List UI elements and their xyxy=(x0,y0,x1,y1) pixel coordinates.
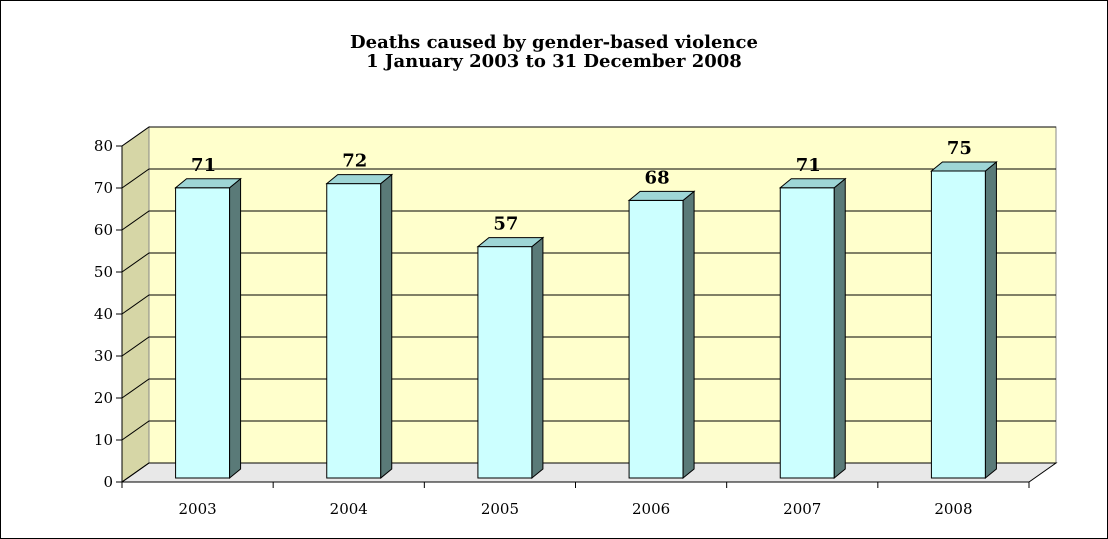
x-tick-label: 2003 xyxy=(178,500,216,518)
bar-front xyxy=(779,187,835,479)
bar-top xyxy=(325,174,394,185)
bar-top xyxy=(627,190,696,201)
chart-title-line2: 1 January 2003 to 31 December 2008 xyxy=(366,51,742,72)
x-tick-label: 2004 xyxy=(330,500,368,518)
bar xyxy=(627,190,696,480)
x-tick-label: 2008 xyxy=(934,500,972,518)
y-tick-label: 20 xyxy=(94,389,113,407)
bar xyxy=(174,177,242,480)
chart-title: Deaths caused by gender-based violence 1… xyxy=(0,33,1108,71)
data-label: 68 xyxy=(645,167,670,188)
bar-front xyxy=(326,183,382,479)
gridline xyxy=(121,378,1056,399)
bar-front xyxy=(477,246,533,479)
data-label: 57 xyxy=(493,214,518,235)
gridlines xyxy=(121,126,1056,483)
bar-top xyxy=(476,237,545,248)
bar-side xyxy=(682,190,695,480)
bar-top xyxy=(930,161,998,172)
gridline xyxy=(121,294,1056,315)
y-tick-label: 50 xyxy=(94,263,113,281)
bar-side xyxy=(984,160,997,480)
bar-front xyxy=(930,170,986,479)
chart-walls xyxy=(120,126,1058,483)
data-labels: 71 72 57 68 71 75 xyxy=(191,138,972,235)
bar-top xyxy=(778,178,847,189)
bar-front xyxy=(175,187,231,479)
bar-side xyxy=(531,236,544,480)
bar xyxy=(325,173,394,480)
data-label: 75 xyxy=(947,138,972,159)
chart-title-line1: Deaths caused by gender-based violence xyxy=(350,32,758,53)
gridline xyxy=(121,420,1056,441)
x-tick-label: 2006 xyxy=(632,500,670,518)
x-tick-label: 2007 xyxy=(783,500,821,518)
data-label: 72 xyxy=(342,151,367,172)
bar-side xyxy=(380,173,393,480)
y-tick-label: 0 xyxy=(103,473,113,491)
bars xyxy=(174,160,998,480)
y-tick-label: 80 xyxy=(94,137,113,155)
gridline xyxy=(121,210,1056,231)
gridline xyxy=(121,252,1056,273)
y-tick-label: 70 xyxy=(94,179,113,197)
y-tick-label: 30 xyxy=(94,347,113,365)
data-label: 71 xyxy=(796,155,821,176)
bar xyxy=(476,236,545,480)
gridline xyxy=(121,126,1056,147)
bar-top xyxy=(174,178,242,189)
y-tick-label: 40 xyxy=(94,305,113,323)
y-tick-label: 60 xyxy=(94,221,113,239)
bar xyxy=(778,177,847,480)
tick-labels: 0 10 20 30 40 50 60 70 80 2003 2004 2005 2006 2007 200… xyxy=(94,137,973,518)
gridline xyxy=(121,462,1056,483)
bar xyxy=(930,160,998,480)
x-tick-label: 2005 xyxy=(481,500,519,518)
y-tick-label: 10 xyxy=(94,431,113,449)
axes xyxy=(116,145,1030,488)
floor xyxy=(120,462,1058,483)
bar-front xyxy=(628,199,684,479)
bar-side xyxy=(833,177,846,480)
data-label: 71 xyxy=(191,155,216,176)
gridline xyxy=(121,336,1056,357)
gridline xyxy=(121,168,1056,189)
bar-side xyxy=(229,177,242,480)
